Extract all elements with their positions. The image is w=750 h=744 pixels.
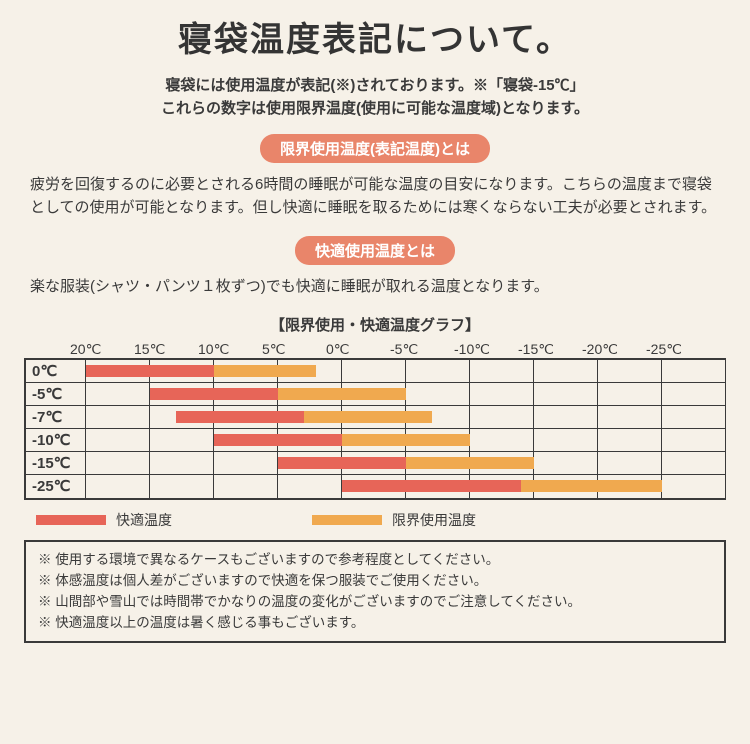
grid-cell [214, 475, 278, 498]
grid-cell [470, 360, 534, 382]
legend-swatch-limit [312, 515, 382, 525]
chart-row: -25℃ [26, 475, 726, 498]
grid-cell [150, 429, 214, 451]
chart-row: -10℃ [26, 429, 726, 452]
row-cells [86, 406, 726, 428]
axis-tick: 0℃ [326, 341, 390, 358]
grid-cell [662, 429, 726, 451]
row-cells [86, 429, 726, 451]
bar-comfort [86, 365, 214, 377]
legend-label-comfort: 快適温度 [116, 510, 172, 530]
axis-tick: 10℃ [198, 341, 262, 358]
axis-tick: -25℃ [646, 341, 710, 358]
temperature-chart: 20℃15℃10℃5℃0℃-5℃-10℃-15℃-20℃-25℃ 0℃-5℃-7… [24, 341, 726, 500]
section-pill-limit: 限界使用温度(表記温度)とは [260, 134, 490, 163]
axis-tick: -20℃ [582, 341, 646, 358]
row-label: -7℃ [26, 406, 86, 428]
note-line: ※ 体感温度は個人差がございますので快適を保つ服装でご使用ください。 [38, 571, 712, 592]
bar-comfort [214, 434, 342, 446]
chart-legend: 快適温度 限界使用温度 [36, 510, 726, 530]
page-title: 寝袋温度表記について。 [24, 12, 726, 61]
bar-comfort [176, 411, 304, 423]
notes-box: ※ 使用する環境で異なるケースもございますので参考程度としてください。※ 体感温… [24, 540, 726, 644]
bar-comfort [278, 457, 406, 469]
note-line: ※ 山間部や雪山では時間帯でかなりの温度の変化がございますのでご注意してください… [38, 592, 712, 613]
grid-cell [662, 383, 726, 405]
grid-cell [470, 429, 534, 451]
bar-comfort [150, 388, 278, 400]
row-label: -25℃ [26, 475, 86, 498]
axis-tick: 5℃ [262, 341, 326, 358]
grid-cell [150, 452, 214, 474]
grid-cell [662, 475, 726, 498]
bar-limit [278, 388, 406, 400]
grid-cell [598, 452, 662, 474]
bar-limit [521, 480, 662, 492]
grid-cell [86, 452, 150, 474]
section-text-limit: 疲労を回復するのに必要とされる6時間の睡眠が可能な温度の目安になります。こちらの… [24, 173, 726, 220]
row-label: -5℃ [26, 383, 86, 405]
grid-cell [598, 360, 662, 382]
note-line: ※ 快適温度以上の温度は暑く感じる事もございます。 [38, 613, 712, 634]
row-label: -15℃ [26, 452, 86, 474]
chart-row: -15℃ [26, 452, 726, 475]
intro-line-2: これらの数字は使用限界温度(使用に可能な温度域)となります。 [161, 100, 589, 117]
grid-cell [470, 383, 534, 405]
axis-tick: -5℃ [390, 341, 454, 358]
chart-row: 0℃ [26, 360, 726, 383]
intro-line-1: 寝袋には使用温度が表記(※)されております。※「寝袋-15℃」 [165, 77, 584, 94]
row-cells [86, 475, 726, 498]
axis-tick: 20℃ [70, 341, 134, 358]
chart-row: -7℃ [26, 406, 726, 429]
row-cells [86, 452, 726, 474]
legend-swatch-comfort [36, 515, 106, 525]
intro-text: 寝袋には使用温度が表記(※)されております。※「寝袋-15℃」 これらの数字は使… [24, 75, 726, 120]
bar-limit [304, 411, 432, 423]
grid-cell [534, 406, 598, 428]
row-cells [86, 383, 726, 405]
grid-cell [662, 452, 726, 474]
row-label: -10℃ [26, 429, 86, 451]
chart-axis: 20℃15℃10℃5℃0℃-5℃-10℃-15℃-20℃-25℃ [24, 341, 726, 358]
grid-cell [534, 360, 598, 382]
chart-row: -5℃ [26, 383, 726, 406]
section-text-comfort: 楽な服装(シャツ・パンツ１枚ずつ)でも快適に睡眠が取れる温度となります。 [24, 275, 726, 298]
grid-cell [598, 383, 662, 405]
grid-cell [342, 360, 406, 382]
grid-cell [278, 475, 342, 498]
grid-cell [406, 360, 470, 382]
grid-cell [214, 452, 278, 474]
row-cells [86, 360, 726, 382]
grid-cell [406, 383, 470, 405]
grid-cell [534, 383, 598, 405]
chart-body: 0℃-5℃-7℃-10℃-15℃-25℃ [24, 358, 726, 500]
bar-limit [406, 457, 534, 469]
bar-limit [214, 365, 316, 377]
grid-cell [534, 429, 598, 451]
grid-cell [86, 429, 150, 451]
axis-tick: -15℃ [518, 341, 582, 358]
axis-tick: -10℃ [454, 341, 518, 358]
grid-cell [598, 429, 662, 451]
grid-cell [598, 406, 662, 428]
bar-limit [342, 434, 470, 446]
legend-label-limit: 限界使用温度 [392, 510, 476, 530]
grid-cell [86, 475, 150, 498]
grid-cell [662, 360, 726, 382]
grid-cell [86, 406, 150, 428]
chart-title: 【限界使用・快適温度グラフ】 [24, 314, 726, 335]
note-line: ※ 使用する環境で異なるケースもございますので参考程度としてください。 [38, 550, 712, 571]
section-pill-comfort: 快適使用温度とは [295, 236, 455, 265]
bar-comfort [342, 480, 521, 492]
row-label: 0℃ [26, 360, 86, 382]
grid-cell [86, 383, 150, 405]
grid-cell [470, 406, 534, 428]
grid-cell [534, 452, 598, 474]
grid-cell [662, 406, 726, 428]
grid-cell [150, 475, 214, 498]
axis-tick: 15℃ [134, 341, 198, 358]
